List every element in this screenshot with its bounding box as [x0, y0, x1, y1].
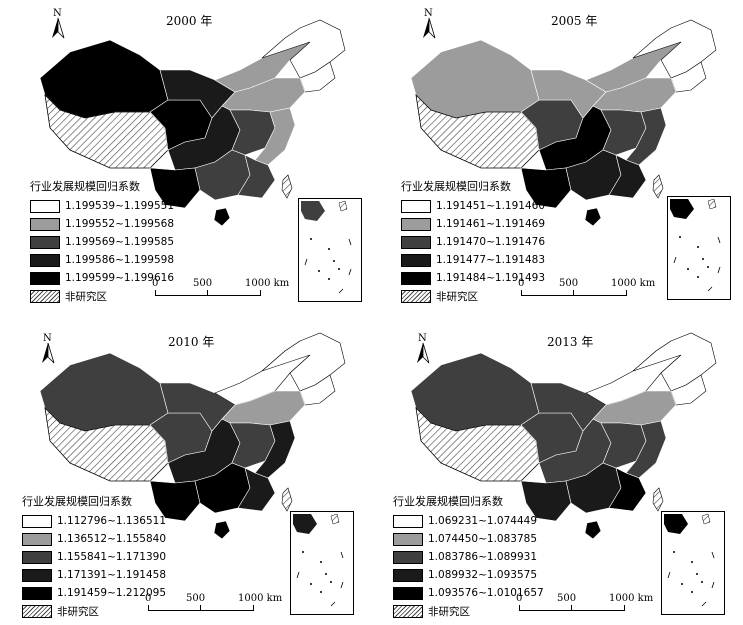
legend-item: 1.191461~1.191469 — [401, 215, 545, 233]
legend-item: 1.083786~1.089931 — [393, 548, 544, 566]
legend-title: 行业发展规模回归系数 — [401, 180, 511, 193]
south-china-sea-inset — [661, 511, 725, 615]
legend-item: 1.199599~1.199616 — [30, 269, 174, 287]
legend-swatch — [393, 550, 423, 564]
legend-swatch — [30, 235, 60, 249]
north-arrow-icon: N — [48, 8, 68, 42]
legend-item: 非研究区 — [30, 287, 174, 305]
legend-item: 1.074450~1.083785 — [393, 530, 544, 548]
legend-title: 行业发展规模回归系数 — [393, 495, 503, 508]
legend-swatch — [30, 253, 60, 267]
year-title: 2013 年 — [547, 335, 594, 349]
south-china-sea-inset — [290, 511, 354, 615]
legend-swatch — [401, 217, 431, 231]
legend-swatch — [393, 514, 423, 528]
legend-item: 1.171391~1.191458 — [22, 566, 166, 584]
legend-item: 1.112796~1.136511 — [22, 512, 166, 530]
legend: 行业发展规模回归系数 1.112796~1.136511 1.136512~1.… — [22, 493, 166, 620]
north-arrow-icon: N — [413, 333, 433, 367]
legend-item: 1.155841~1.171390 — [22, 548, 166, 566]
map-panel-2013: N 2013 年 行业发展规模回归系数 1.069231~1.074449 1.… — [371, 313, 743, 625]
legend-swatch — [393, 532, 423, 546]
china-map-2005 — [410, 19, 717, 227]
map-panel-2010: N 2010 年 行业发展规模回归系数 1.112796~1.136511 1.… — [0, 313, 372, 625]
legend-item: 1.136512~1.155840 — [22, 530, 166, 548]
legend-swatch-hatch — [30, 289, 60, 303]
legend-swatch — [22, 514, 52, 528]
legend-title: 行业发展规模回归系数 — [22, 495, 132, 508]
legend-item: 非研究区 — [393, 602, 544, 620]
legend-item: 1.191470~1.191476 — [401, 233, 545, 251]
legend-item: 1.191459~1.212095 — [22, 584, 166, 602]
china-map-2010 — [39, 332, 346, 540]
legend-swatch-hatch — [22, 604, 52, 618]
legend-swatch-hatch — [401, 289, 431, 303]
legend-swatch — [22, 586, 52, 600]
legend-item: 1.199569~1.199585 — [30, 233, 174, 251]
legend-swatch — [22, 568, 52, 582]
legend-swatch — [30, 271, 60, 285]
legend-swatch — [401, 271, 431, 285]
legend-item: 非研究区 — [401, 287, 545, 305]
legend-item: 1.069231~1.074449 — [393, 512, 544, 530]
legend-item: 1.199552~1.199568 — [30, 215, 174, 233]
china-map-2000 — [39, 19, 346, 227]
legend-item: 1.199586~1.199598 — [30, 251, 174, 269]
legend-swatch — [30, 217, 60, 231]
legend-swatch — [22, 532, 52, 546]
legend: 行业发展规模回归系数 1.191451~1.191460 1.191461~1.… — [401, 178, 545, 305]
legend-swatch — [22, 550, 52, 564]
south-china-sea-inset — [667, 196, 731, 300]
legend-item: 1.191484~1.191493 — [401, 269, 545, 287]
china-map-2013 — [410, 332, 717, 540]
legend-swatch-hatch — [393, 604, 423, 618]
legend-item: 1.199539~1.199551 — [30, 197, 174, 215]
legend-title: 行业发展规模回归系数 — [30, 180, 140, 193]
legend-swatch — [393, 586, 423, 600]
north-arrow-icon: N — [38, 333, 58, 367]
map-panel-2005: N 2005 年 行业发展规模回归系数 1.191451~1.191460 1.… — [371, 0, 743, 312]
legend-item: 1.191451~1.191460 — [401, 197, 545, 215]
legend: 行业发展规模回归系数 1.199539~1.199551 1.199552~1.… — [30, 178, 174, 305]
legend-item: 1.191477~1.191483 — [401, 251, 545, 269]
map-panel-2000: N 2000 年 行业发展规模回归系数 1.199539~1.199551 1.… — [0, 0, 372, 312]
year-title: 2000 年 — [166, 14, 213, 28]
year-title: 2010 年 — [168, 335, 215, 349]
legend-swatch — [401, 199, 431, 213]
legend-swatch — [393, 568, 423, 582]
legend-item: 非研究区 — [22, 602, 166, 620]
year-title: 2005 年 — [551, 14, 598, 28]
legend-swatch — [30, 199, 60, 213]
legend-item: 1.089932~1.093575 — [393, 566, 544, 584]
legend-swatch — [401, 253, 431, 267]
south-china-sea-inset — [298, 198, 362, 302]
north-arrow-icon: N — [419, 8, 439, 42]
legend-swatch — [401, 235, 431, 249]
legend-item: 1.093576~1.0101657 — [393, 584, 544, 602]
legend: 行业发展规模回归系数 1.069231~1.074449 1.074450~1.… — [393, 493, 544, 620]
